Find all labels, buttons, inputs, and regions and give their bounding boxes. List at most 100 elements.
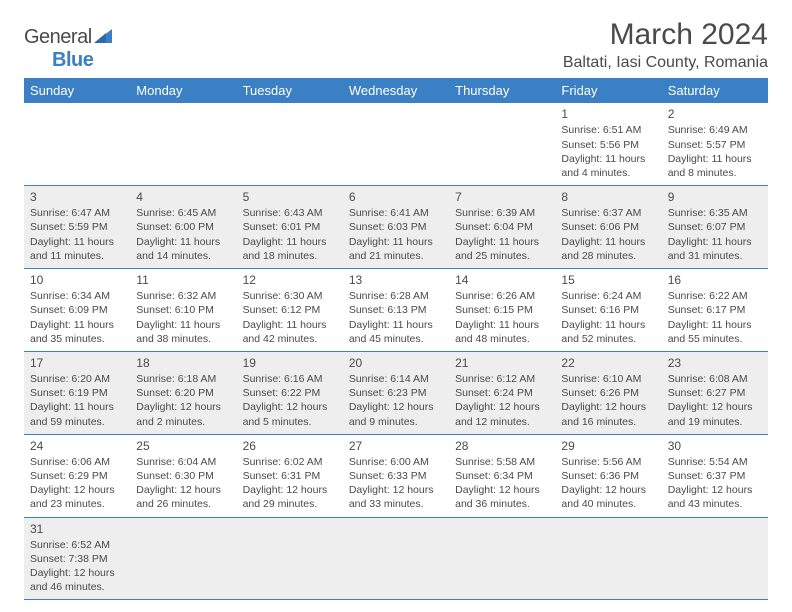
calendar-day-cell: 31Sunrise: 6:52 AMSunset: 7:38 PMDayligh… <box>24 517 130 600</box>
sunrise-text: Sunrise: 6:24 AM <box>561 289 655 303</box>
day-number: 1 <box>561 106 655 122</box>
weekday-header: Monday <box>130 78 236 103</box>
logo-text: General Blue <box>24 26 116 72</box>
calendar-day-cell: 28Sunrise: 5:58 AMSunset: 6:34 PMDayligh… <box>449 434 555 517</box>
sunrise-text: Sunrise: 6:41 AM <box>349 206 443 220</box>
sunrise-text: Sunrise: 6:32 AM <box>136 289 230 303</box>
daylight-text: Daylight: 11 hours and 4 minutes. <box>561 152 655 180</box>
daylight-text: Daylight: 12 hours and 46 minutes. <box>30 566 124 594</box>
sunset-text: Sunset: 6:34 PM <box>455 469 549 483</box>
sunrise-text: Sunrise: 6:08 AM <box>668 372 762 386</box>
sunrise-text: Sunrise: 5:54 AM <box>668 455 762 469</box>
daylight-text: Daylight: 12 hours and 43 minutes. <box>668 483 762 511</box>
calendar-day-cell: 9Sunrise: 6:35 AMSunset: 6:07 PMDaylight… <box>662 186 768 269</box>
sunrise-text: Sunrise: 6:28 AM <box>349 289 443 303</box>
daylight-text: Daylight: 12 hours and 16 minutes. <box>561 400 655 428</box>
weekday-header: Saturday <box>662 78 768 103</box>
sunset-text: Sunset: 6:17 PM <box>668 303 762 317</box>
calendar-empty-cell <box>130 517 236 600</box>
page-title: March 2024 <box>563 18 768 52</box>
sunrise-text: Sunrise: 5:56 AM <box>561 455 655 469</box>
calendar-day-cell: 1Sunrise: 6:51 AMSunset: 5:56 PMDaylight… <box>555 103 661 185</box>
day-number: 9 <box>668 189 762 205</box>
daylight-text: Daylight: 11 hours and 55 minutes. <box>668 318 762 346</box>
calendar-empty-cell <box>343 517 449 600</box>
daylight-text: Daylight: 12 hours and 9 minutes. <box>349 400 443 428</box>
sunrise-text: Sunrise: 6:12 AM <box>455 372 549 386</box>
daylight-text: Daylight: 12 hours and 36 minutes. <box>455 483 549 511</box>
sunset-text: Sunset: 6:33 PM <box>349 469 443 483</box>
calendar-day-cell: 25Sunrise: 6:04 AMSunset: 6:30 PMDayligh… <box>130 434 236 517</box>
day-number: 5 <box>243 189 337 205</box>
sunset-text: Sunset: 6:19 PM <box>30 386 124 400</box>
sunrise-text: Sunrise: 6:00 AM <box>349 455 443 469</box>
logo-word1: General <box>24 26 92 48</box>
daylight-text: Daylight: 11 hours and 28 minutes. <box>561 235 655 263</box>
calendar-day-cell: 24Sunrise: 6:06 AMSunset: 6:29 PMDayligh… <box>24 434 130 517</box>
sunset-text: Sunset: 6:36 PM <box>561 469 655 483</box>
day-number: 29 <box>561 438 655 454</box>
sunset-text: Sunset: 5:57 PM <box>668 138 762 152</box>
calendar-week-row: 17Sunrise: 6:20 AMSunset: 6:19 PMDayligh… <box>24 351 768 434</box>
calendar-day-cell: 22Sunrise: 6:10 AMSunset: 6:26 PMDayligh… <box>555 351 661 434</box>
daylight-text: Daylight: 12 hours and 23 minutes. <box>30 483 124 511</box>
daylight-text: Daylight: 12 hours and 19 minutes. <box>668 400 762 428</box>
weekday-header: Thursday <box>449 78 555 103</box>
sunset-text: Sunset: 6:24 PM <box>455 386 549 400</box>
sunrise-text: Sunrise: 6:49 AM <box>668 123 762 137</box>
daylight-text: Daylight: 11 hours and 14 minutes. <box>136 235 230 263</box>
calendar-day-cell: 17Sunrise: 6:20 AMSunset: 6:19 PMDayligh… <box>24 351 130 434</box>
calendar-week-row: 24Sunrise: 6:06 AMSunset: 6:29 PMDayligh… <box>24 434 768 517</box>
calendar-empty-cell <box>555 517 661 600</box>
sunrise-text: Sunrise: 6:14 AM <box>349 372 443 386</box>
sunrise-text: Sunrise: 6:35 AM <box>668 206 762 220</box>
sunset-text: Sunset: 6:16 PM <box>561 303 655 317</box>
sunrise-text: Sunrise: 6:51 AM <box>561 123 655 137</box>
daylight-text: Daylight: 11 hours and 18 minutes. <box>243 235 337 263</box>
sunrise-text: Sunrise: 6:18 AM <box>136 372 230 386</box>
daylight-text: Daylight: 12 hours and 33 minutes. <box>349 483 443 511</box>
sunset-text: Sunset: 6:13 PM <box>349 303 443 317</box>
calendar-day-cell: 15Sunrise: 6:24 AMSunset: 6:16 PMDayligh… <box>555 268 661 351</box>
logo-sail-icon <box>94 26 116 49</box>
calendar-day-cell: 16Sunrise: 6:22 AMSunset: 6:17 PMDayligh… <box>662 268 768 351</box>
sunset-text: Sunset: 6:15 PM <box>455 303 549 317</box>
sunrise-text: Sunrise: 6:45 AM <box>136 206 230 220</box>
day-number: 7 <box>455 189 549 205</box>
sunrise-text: Sunrise: 6:39 AM <box>455 206 549 220</box>
calendar-week-row: 1Sunrise: 6:51 AMSunset: 5:56 PMDaylight… <box>24 103 768 185</box>
daylight-text: Daylight: 11 hours and 45 minutes. <box>349 318 443 346</box>
sunrise-text: Sunrise: 6:37 AM <box>561 206 655 220</box>
calendar-day-cell: 10Sunrise: 6:34 AMSunset: 6:09 PMDayligh… <box>24 268 130 351</box>
sunrise-text: Sunrise: 6:10 AM <box>561 372 655 386</box>
calendar-week-row: 31Sunrise: 6:52 AMSunset: 7:38 PMDayligh… <box>24 517 768 600</box>
calendar-empty-cell <box>662 517 768 600</box>
daylight-text: Daylight: 12 hours and 2 minutes. <box>136 400 230 428</box>
daylight-text: Daylight: 11 hours and 38 minutes. <box>136 318 230 346</box>
calendar-empty-cell <box>237 517 343 600</box>
weekday-header: Sunday <box>24 78 130 103</box>
calendar-day-cell: 19Sunrise: 6:16 AMSunset: 6:22 PMDayligh… <box>237 351 343 434</box>
sunset-text: Sunset: 6:00 PM <box>136 220 230 234</box>
sunset-text: Sunset: 6:03 PM <box>349 220 443 234</box>
sunset-text: Sunset: 6:26 PM <box>561 386 655 400</box>
day-number: 28 <box>455 438 549 454</box>
sunrise-text: Sunrise: 6:52 AM <box>30 538 124 552</box>
day-number: 6 <box>349 189 443 205</box>
calendar-empty-cell <box>237 103 343 185</box>
sunrise-text: Sunrise: 6:26 AM <box>455 289 549 303</box>
day-number: 22 <box>561 355 655 371</box>
day-number: 15 <box>561 272 655 288</box>
sunset-text: Sunset: 5:56 PM <box>561 138 655 152</box>
daylight-text: Daylight: 12 hours and 40 minutes. <box>561 483 655 511</box>
daylight-text: Daylight: 11 hours and 48 minutes. <box>455 318 549 346</box>
sunset-text: Sunset: 6:06 PM <box>561 220 655 234</box>
day-number: 3 <box>30 189 124 205</box>
day-number: 17 <box>30 355 124 371</box>
calendar-empty-cell <box>130 103 236 185</box>
day-number: 24 <box>30 438 124 454</box>
sunset-text: Sunset: 6:04 PM <box>455 220 549 234</box>
day-number: 16 <box>668 272 762 288</box>
sunset-text: Sunset: 6:27 PM <box>668 386 762 400</box>
day-number: 19 <box>243 355 337 371</box>
